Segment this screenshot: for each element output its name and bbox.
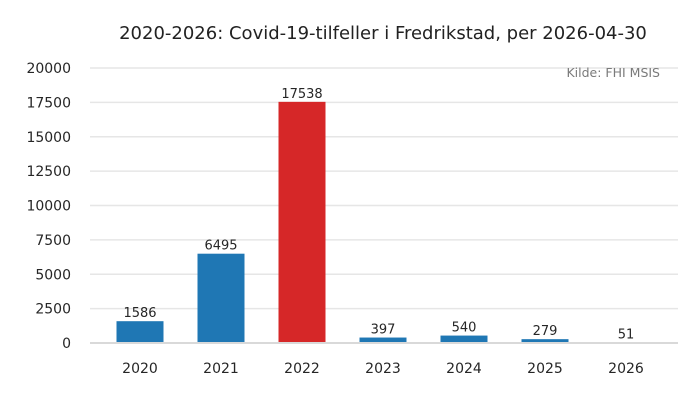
y-tick-label: 5000 (35, 267, 71, 283)
x-tick-label: 2024 (446, 361, 482, 377)
chart-title: 2020-2026: Covid-19-tilfeller i Fredriks… (119, 23, 647, 44)
bar-2022 (278, 101, 326, 343)
x-tick-label: 2025 (527, 361, 563, 377)
y-tick-label: 20000 (26, 61, 71, 77)
y-tick-label: 12500 (26, 164, 71, 180)
x-tick-label: 2026 (608, 361, 644, 377)
bar-2024 (440, 335, 488, 343)
y-tick-label: 15000 (26, 130, 71, 146)
y-tick-label: 7500 (35, 233, 71, 249)
y-tick-label: 2500 (35, 302, 71, 318)
data-label-2022: 17538 (281, 87, 322, 102)
bar-2021 (197, 253, 245, 343)
bar-2023 (359, 337, 407, 343)
x-tick-label: 2021 (203, 361, 239, 377)
y-tick-label: 17500 (26, 95, 71, 111)
data-label-2025: 279 (533, 324, 558, 339)
data-label-2021: 6495 (204, 239, 237, 254)
x-axis-ticks: 2020 2021 2022 2023 2024 2025 2026 (122, 361, 644, 377)
x-tick-label: 2023 (365, 361, 401, 377)
x-tick-label: 2022 (284, 361, 320, 377)
gridlines (90, 67, 678, 310)
y-tick-label: 10000 (26, 199, 71, 215)
bars (116, 101, 650, 343)
y-tick-label: 0 (62, 336, 71, 352)
data-label-2020: 1586 (123, 306, 156, 321)
data-label-2023: 397 (371, 323, 396, 338)
x-tick-label: 2020 (122, 361, 158, 377)
y-axis-ticks: 0 2500 5000 7500 10000 12500 15000 17500 20000 (26, 61, 71, 352)
source-annotation: Kilde: FHI MSIS (566, 65, 660, 80)
bar-2020 (116, 321, 164, 343)
bar-2025 (521, 339, 569, 343)
data-label-2026: 51 (618, 327, 635, 342)
data-labels: 1586 6495 17538 397 540 279 51 (123, 87, 634, 342)
data-label-2024: 540 (452, 321, 477, 336)
